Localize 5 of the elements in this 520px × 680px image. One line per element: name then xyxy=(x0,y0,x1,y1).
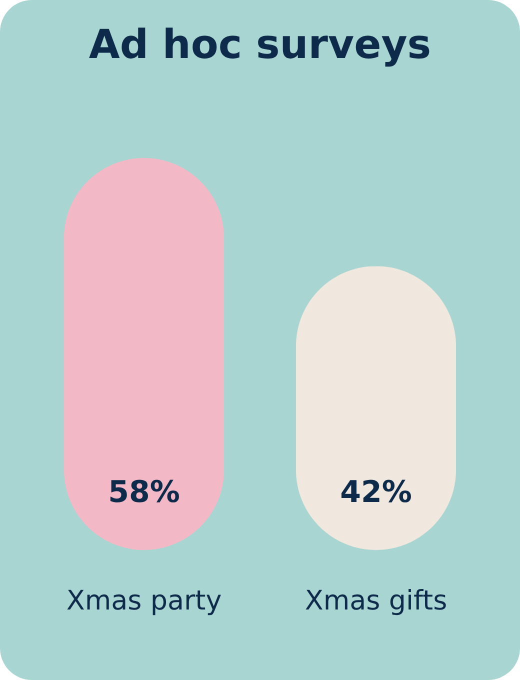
data-label: 42% xyxy=(340,475,412,510)
x-tick-label: Xmas party xyxy=(66,586,222,616)
chart-title: Ad hoc surveys xyxy=(88,22,432,68)
x-tick-label: Xmas gifts xyxy=(304,586,448,616)
data-label: 58% xyxy=(108,475,180,510)
